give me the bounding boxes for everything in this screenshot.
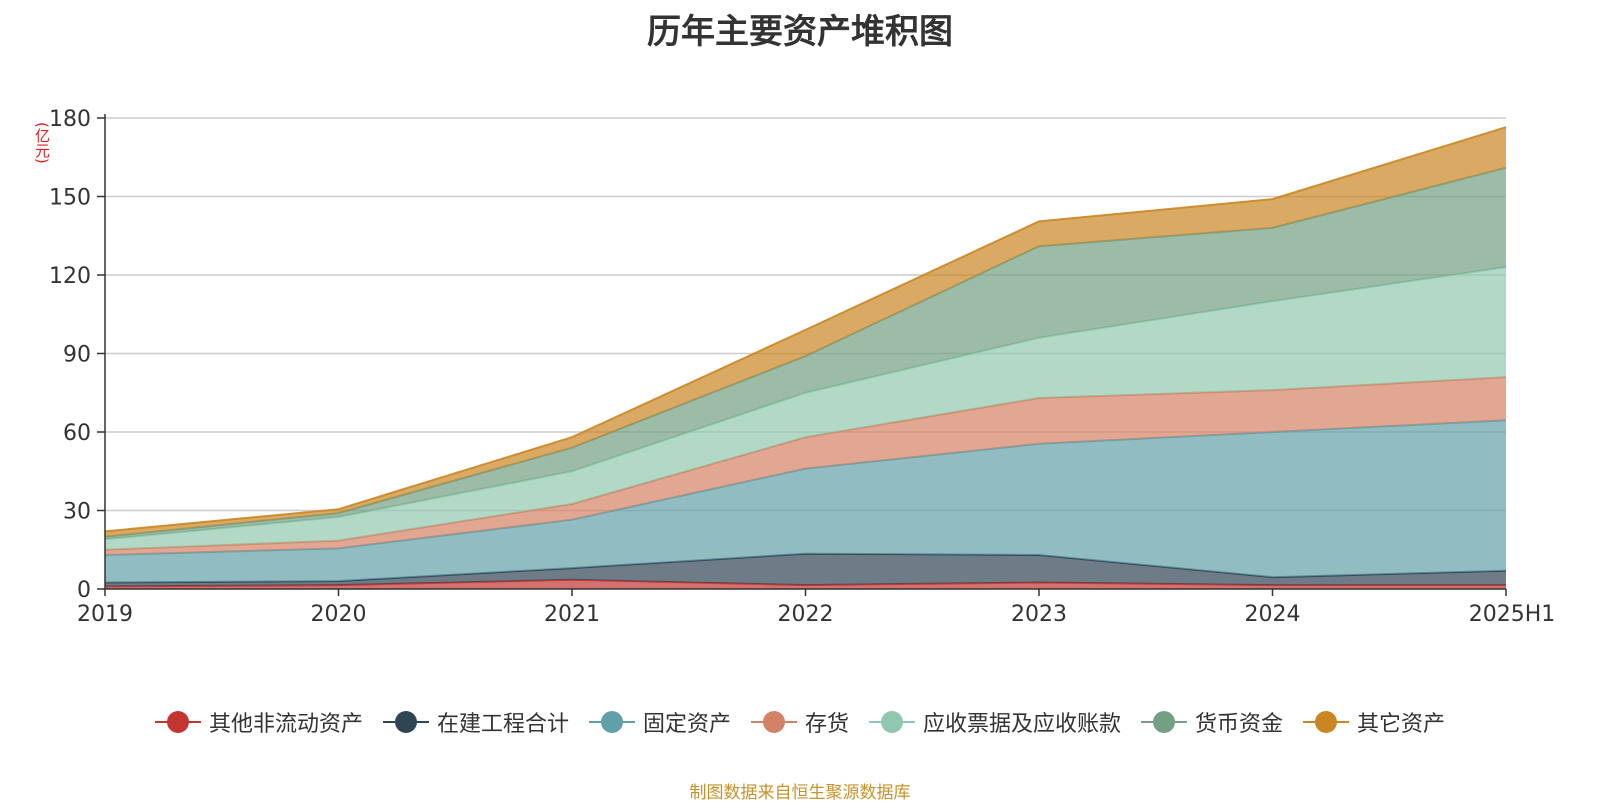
area-series-5 — [105, 167, 1506, 540]
legend-label: 其它资产 — [1357, 712, 1446, 737]
legend-item[interactable]: 在建工程合计 — [382, 706, 569, 738]
y-tick-label: 60 — [63, 421, 91, 446]
legend-marker-icon — [588, 710, 635, 734]
area-series-4 — [105, 267, 1506, 550]
area-series-1 — [105, 553, 1506, 587]
area-series — [104, 126, 1507, 589]
y-tick-label: 30 — [63, 500, 91, 525]
legend-label: 固定资产 — [642, 712, 731, 737]
legend-label: 在建工程合计 — [436, 712, 569, 737]
x-tick-label: 2024 — [1245, 602, 1301, 627]
y-tick-label: 180 — [49, 107, 91, 132]
axes: 0 30 60 90 120 150 180 2019 2020 2021 2022 2023 2024… — [49, 107, 1555, 627]
x-tick-label: 2019 — [77, 602, 133, 627]
legend: 其他非流动资产 在建工程合计 固定资产 存货 应收票据及应收账款 货币资金 其它资产 — [0, 706, 1600, 738]
area-series-6 — [105, 127, 1506, 537]
legend-item[interactable]: 货币资金 — [1141, 706, 1283, 738]
legend-item[interactable]: 其它资产 — [1303, 706, 1445, 738]
chart-title: 历年主要资产堆积图 — [647, 12, 953, 52]
y-tick-label: 150 — [49, 186, 91, 211]
legend-marker-icon — [1141, 710, 1188, 734]
legend-label: 其他非流动资产 — [208, 712, 363, 737]
x-tick-label: 2025H1 — [1469, 602, 1556, 627]
y-tick-label: 0 — [77, 578, 91, 603]
x-tick-label: 2021 — [544, 602, 600, 627]
data-source-note: 制图数据来自恒生聚源数据库 — [689, 783, 911, 803]
area-series-0 — [105, 579, 1506, 589]
legend-item[interactable]: 固定资产 — [588, 706, 731, 738]
legend-marker-icon — [750, 710, 797, 734]
legend-item[interactable]: 应收票据及应收账款 — [869, 706, 1121, 738]
x-tick-label: 2020 — [311, 602, 367, 627]
y-axis-unit-label: (亿元) — [33, 122, 51, 164]
legend-marker-icon — [154, 710, 201, 734]
legend-item[interactable]: 存货 — [750, 706, 849, 738]
x-tick-label: 2023 — [1011, 602, 1067, 627]
area-series-3 — [105, 377, 1506, 555]
x-tick-label: 2022 — [778, 602, 834, 627]
y-tick-label: 120 — [49, 264, 91, 289]
area-line-6 — [104, 126, 1507, 533]
legend-label: 存货 — [804, 712, 849, 737]
area-series-2 — [105, 420, 1506, 583]
legend-marker-icon — [1303, 710, 1350, 734]
legend-item[interactable]: 其他非流动资产 — [154, 706, 363, 738]
legend-label: 应收票据及应收账款 — [923, 712, 1122, 737]
legend-marker-icon — [869, 710, 915, 734]
legend-marker-icon — [382, 710, 429, 734]
y-tick-label: 90 — [63, 343, 91, 368]
legend-label: 货币资金 — [1195, 712, 1284, 737]
